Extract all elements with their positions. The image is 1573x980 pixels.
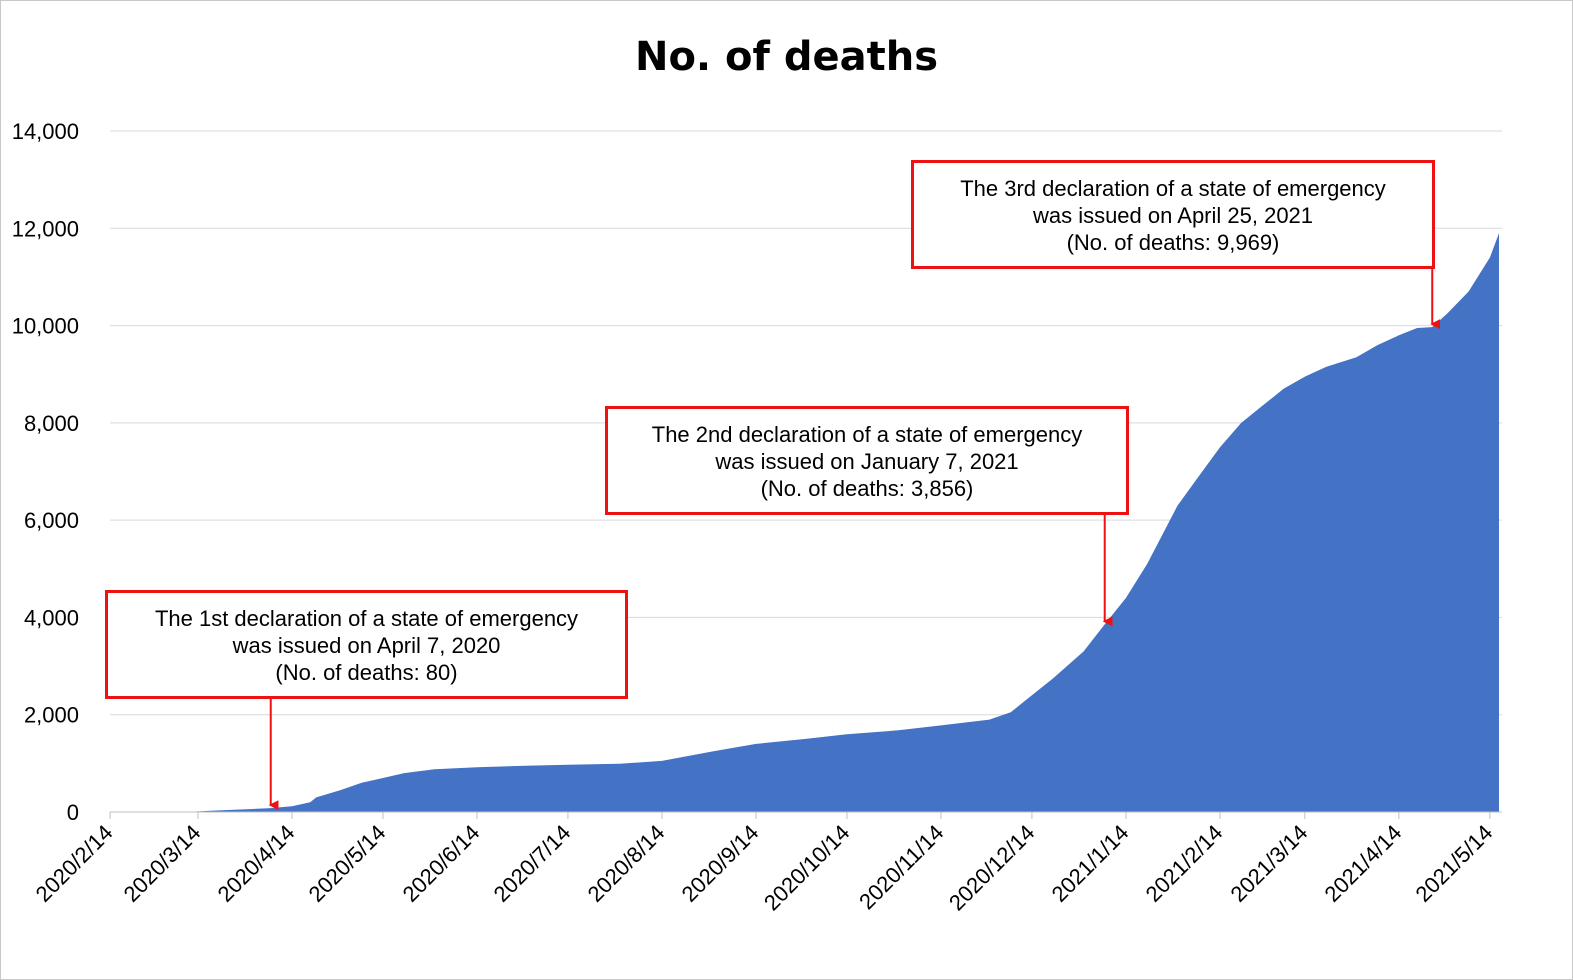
x-tick-label: 2020/10/14 (759, 820, 855, 916)
x-tick-label: 2020/7/14 (489, 820, 576, 907)
x-tick-label: 2020/6/14 (398, 820, 485, 907)
y-tick-label: 6,000 (24, 508, 79, 533)
x-tick-label: 2020/5/14 (304, 820, 391, 907)
annotation-line: was issued on January 7, 2021 (715, 449, 1019, 474)
x-tick-label: 2020/8/14 (583, 820, 670, 907)
chart-title: No. of deaths (634, 34, 939, 80)
y-tick-label: 0 (67, 800, 79, 825)
y-tick-label: 8,000 (24, 411, 79, 436)
annotation-line: (No. of deaths: 3,856) (760, 476, 974, 501)
y-tick-label: 2,000 (24, 703, 79, 728)
x-tick-label: 2020/3/14 (119, 820, 206, 907)
annotation-line: (No. of deaths: 80) (275, 660, 458, 685)
series-area (110, 233, 1499, 813)
annotation-line: The 2nd declaration of a state of emerge… (651, 422, 1083, 447)
annotation-box-2nd-declaration: The 2nd declaration of a state of emerge… (605, 406, 1129, 515)
deaths-area (110, 233, 1499, 813)
x-tick-label: 2021/4/14 (1320, 820, 1407, 907)
x-tick-labels: 2020/2/14 2020/3/14 2020/4/14 2020/5/14 2020… (31, 820, 1498, 916)
x-tick-label: 2021/1/14 (1047, 820, 1134, 907)
x-tick-label: 2021/2/14 (1141, 820, 1228, 907)
x-tick-label: 2020/11/14 (854, 820, 948, 914)
x-tick-label: 2021/5/14 (1411, 820, 1498, 907)
annotation-line: was issued on April 7, 2020 (232, 633, 501, 658)
annotation-box-3rd-declaration: The 3rd declaration of a state of emerge… (911, 160, 1435, 269)
x-tick-label: 2020/4/14 (213, 820, 300, 907)
x-tick-label: 2020/12/14 (944, 820, 1040, 916)
y-tick-label: 10,000 (12, 314, 79, 339)
annotation-box-1st-declaration: The 1st declaration of a state of emerge… (105, 590, 628, 699)
annotation-arrows (268, 269, 1441, 811)
y-tick-label: 4,000 (24, 605, 79, 630)
x-tick-label: 2020/2/14 (31, 820, 118, 907)
annotation-line: (No. of deaths: 9,969) (1066, 230, 1280, 255)
x-tick-label: 2021/3/14 (1226, 820, 1313, 907)
annotation-line: The 1st declaration of a state of emerge… (154, 606, 579, 631)
x-tick-label: 2020/9/14 (677, 820, 764, 907)
axes (109, 811, 1502, 819)
y-tick-label: 14,000 (12, 119, 79, 144)
y-tick-label: 12,000 (12, 216, 79, 241)
annotation-line: was issued on April 25, 2021 (1032, 203, 1314, 228)
y-tick-labels: 0 2,000 4,000 6,000 8,000 10,000 12,000 14,000 (12, 119, 79, 825)
annotation-line: The 3rd declaration of a state of emerge… (960, 176, 1386, 201)
